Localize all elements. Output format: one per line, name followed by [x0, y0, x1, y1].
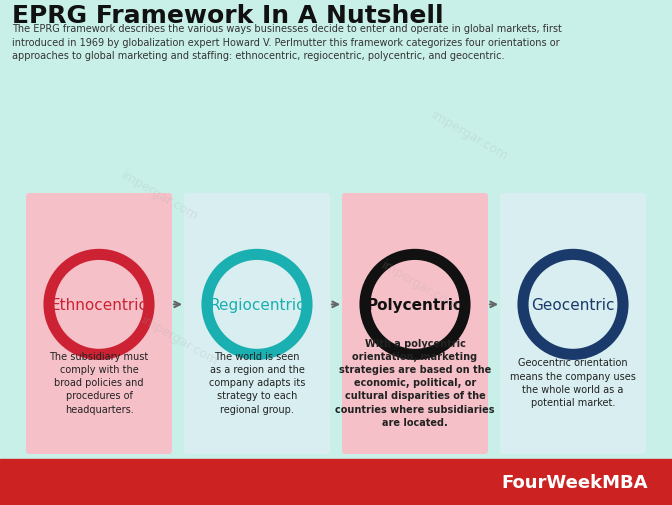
Text: impergar.com: impergar.com	[379, 258, 461, 313]
Circle shape	[207, 255, 307, 355]
Text: EPRG Framework In A Nutshell: EPRG Framework In A Nutshell	[12, 4, 444, 28]
Text: The subsidiary must
comply with the
broad policies and
procedures of
headquarter: The subsidiary must comply with the broa…	[49, 351, 149, 414]
Text: impergar.com: impergar.com	[139, 313, 221, 368]
FancyBboxPatch shape	[342, 193, 488, 454]
Bar	[0, 459, 672, 505]
Text: Geocentric: Geocentric	[532, 297, 615, 312]
Text: Regiocentric: Regiocentric	[209, 297, 305, 312]
Text: Polycentric: Polycentric	[367, 297, 463, 312]
Circle shape	[523, 255, 623, 355]
Text: The EPRG framework describes the various ways businesses decide to enter and ope: The EPRG framework describes the various…	[12, 24, 562, 61]
Circle shape	[49, 255, 149, 355]
Text: Geocentric orientation
means the company uses
the whole world as a
potential mar: Geocentric orientation means the company…	[510, 358, 636, 407]
Circle shape	[365, 255, 465, 355]
Text: Ethnocentric: Ethnocentric	[50, 297, 147, 312]
Text: The world is seen
as a region and the
company adapts its
strategy to each
region: The world is seen as a region and the co…	[209, 351, 305, 414]
FancyBboxPatch shape	[26, 193, 172, 454]
FancyBboxPatch shape	[184, 193, 330, 454]
Text: impergar.com: impergar.com	[119, 168, 201, 223]
Text: impergar.com: impergar.com	[429, 109, 511, 163]
Text: With a polycentric
orientation, marketing
strategies are based on the
economic, : With a polycentric orientation, marketin…	[335, 338, 495, 427]
FancyBboxPatch shape	[500, 193, 646, 454]
Text: FourWeekMBA: FourWeekMBA	[501, 473, 648, 491]
